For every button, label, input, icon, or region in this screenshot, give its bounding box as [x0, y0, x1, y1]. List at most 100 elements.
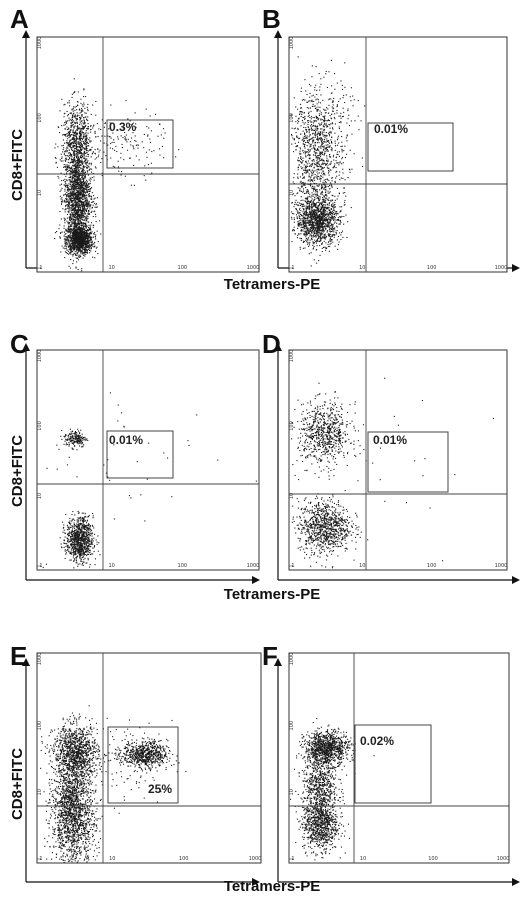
event-dot	[89, 190, 91, 192]
event-dot	[331, 216, 333, 218]
event-dot	[67, 184, 69, 186]
event-dot	[316, 103, 318, 105]
event-dot	[306, 191, 308, 193]
event-dot	[75, 235, 77, 237]
event-dot	[71, 192, 73, 194]
event-dot	[72, 188, 74, 190]
event-dot	[150, 130, 152, 132]
event-dot	[76, 222, 78, 224]
event-dot	[81, 187, 83, 189]
event-dot	[109, 128, 111, 130]
event-dot	[309, 202, 311, 204]
event-dot	[72, 215, 74, 217]
event-dot	[313, 227, 315, 229]
event-dot	[80, 109, 82, 111]
event-dot	[320, 209, 322, 211]
event-dot	[69, 236, 71, 238]
event-dot	[79, 174, 81, 176]
event-dot	[63, 154, 65, 156]
event-dot	[336, 230, 338, 232]
event-dot	[85, 112, 87, 114]
event-dot	[94, 153, 96, 155]
event-dot	[71, 158, 73, 160]
event-dot	[84, 243, 86, 245]
event-dot	[336, 219, 338, 221]
event-dot	[326, 166, 328, 168]
event-dot	[67, 190, 69, 192]
event-dot	[311, 203, 313, 205]
event-dot	[93, 201, 95, 203]
event-dot	[148, 149, 150, 151]
event-dot	[73, 78, 75, 80]
event-dot	[83, 89, 85, 91]
event-dot	[305, 200, 307, 202]
event-dot	[110, 157, 112, 159]
event-dot	[79, 224, 81, 226]
event-dot	[80, 179, 82, 181]
event-dot	[328, 203, 330, 205]
event-dot	[328, 226, 330, 228]
event-dot	[80, 195, 82, 197]
event-dot	[76, 228, 78, 230]
event-dot	[307, 199, 309, 201]
event-dot	[77, 222, 79, 224]
event-dot	[91, 240, 93, 242]
event-dot	[69, 198, 71, 200]
event-dot	[78, 218, 80, 220]
event-dot	[86, 232, 88, 234]
event-dot	[307, 239, 309, 241]
event-dot	[311, 76, 313, 78]
event-dot	[95, 204, 97, 206]
event-dot	[60, 232, 62, 234]
event-dot	[72, 212, 74, 214]
event-dot	[64, 251, 66, 253]
event-dot	[96, 246, 98, 248]
event-dot	[108, 136, 110, 138]
event-dot	[315, 215, 317, 217]
event-dot	[63, 200, 65, 202]
event-dot	[86, 241, 88, 243]
event-dot	[307, 215, 309, 217]
event-dot	[79, 246, 81, 248]
event-dot	[362, 165, 364, 167]
event-dot	[304, 210, 306, 212]
event-dot	[325, 213, 327, 215]
event-dot	[76, 171, 78, 173]
event-dot	[84, 148, 86, 150]
event-dot	[67, 187, 69, 189]
event-dot	[80, 202, 82, 204]
event-dot	[76, 176, 78, 178]
event-dot	[72, 142, 74, 144]
y-axis-label: CD8+FITC	[9, 129, 26, 201]
event-dot	[70, 239, 72, 241]
event-dot	[80, 236, 82, 238]
event-dot	[67, 230, 69, 232]
event-dot	[104, 135, 106, 137]
event-dot	[324, 201, 326, 203]
event-dot	[85, 116, 87, 118]
event-dot	[82, 238, 84, 240]
event-dot	[341, 206, 343, 208]
event-dot	[319, 110, 321, 112]
event-dot	[65, 148, 67, 150]
event-dot	[101, 119, 103, 121]
event-dot	[85, 208, 87, 210]
event-dot	[315, 207, 317, 209]
event-dots	[54, 78, 180, 272]
event-dot	[330, 228, 332, 230]
event-dot	[80, 160, 82, 162]
event-dot	[73, 204, 75, 206]
event-dot	[76, 243, 78, 245]
event-dot	[318, 200, 320, 202]
event-dot	[78, 175, 80, 177]
event-dot	[70, 167, 72, 169]
event-dot	[74, 143, 76, 145]
event-dot	[70, 249, 72, 251]
event-dot	[71, 239, 73, 241]
event-dot	[89, 188, 91, 190]
event-dot	[82, 186, 84, 188]
event-dot	[75, 237, 77, 239]
event-dot	[61, 98, 63, 100]
event-dot	[302, 215, 304, 217]
event-dot	[70, 122, 72, 124]
